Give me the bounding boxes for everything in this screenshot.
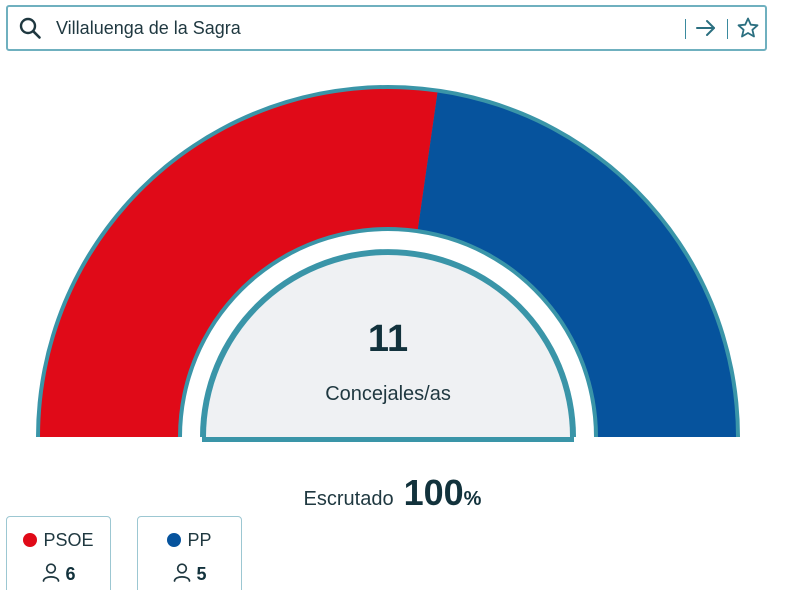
search-input[interactable] [56, 11, 656, 45]
party-card-pp[interactable]: PP 5 [137, 516, 242, 590]
party-name-row: PSOE [7, 530, 110, 551]
scrutiny-value: 100 [403, 472, 464, 513]
party-color-dot [167, 533, 182, 547]
party-name: PSOE [43, 530, 94, 550]
party-name-row: PP [138, 530, 241, 551]
scrutiny-label: Escrutado [303, 488, 394, 510]
total-seats-caption: Concejales/as [325, 383, 451, 405]
hemicycle-segment-psoe [40, 89, 438, 438]
hemicycle-inner-disc [206, 255, 570, 437]
search-icon[interactable] [18, 16, 42, 40]
party-seats: 6 [65, 564, 76, 584]
person-icon [174, 563, 191, 582]
scrutiny-progress: Escrutado 100% [0, 472, 785, 514]
hemicycle-base-line [202, 437, 574, 442]
party-color-dot [23, 533, 38, 547]
party-name: PP [187, 530, 212, 550]
total-seats-value: 11 [367, 318, 409, 360]
person-icon [43, 563, 60, 582]
party-card-psoe[interactable]: PSOE 6 [6, 516, 111, 590]
municipality-search-bar [6, 5, 767, 51]
party-seats-row: 6 [7, 562, 110, 585]
seat-distribution-hemicycle [36, 85, 740, 442]
divider [727, 19, 728, 39]
divider [685, 19, 686, 39]
party-seats-row: 5 [138, 562, 241, 585]
hemicycle-segment-pp [417, 92, 736, 437]
star-icon[interactable] [736, 16, 760, 40]
party-seats: 5 [196, 564, 207, 584]
arrow-right-icon[interactable] [694, 16, 718, 40]
scrutiny-unit: % [463, 488, 482, 510]
